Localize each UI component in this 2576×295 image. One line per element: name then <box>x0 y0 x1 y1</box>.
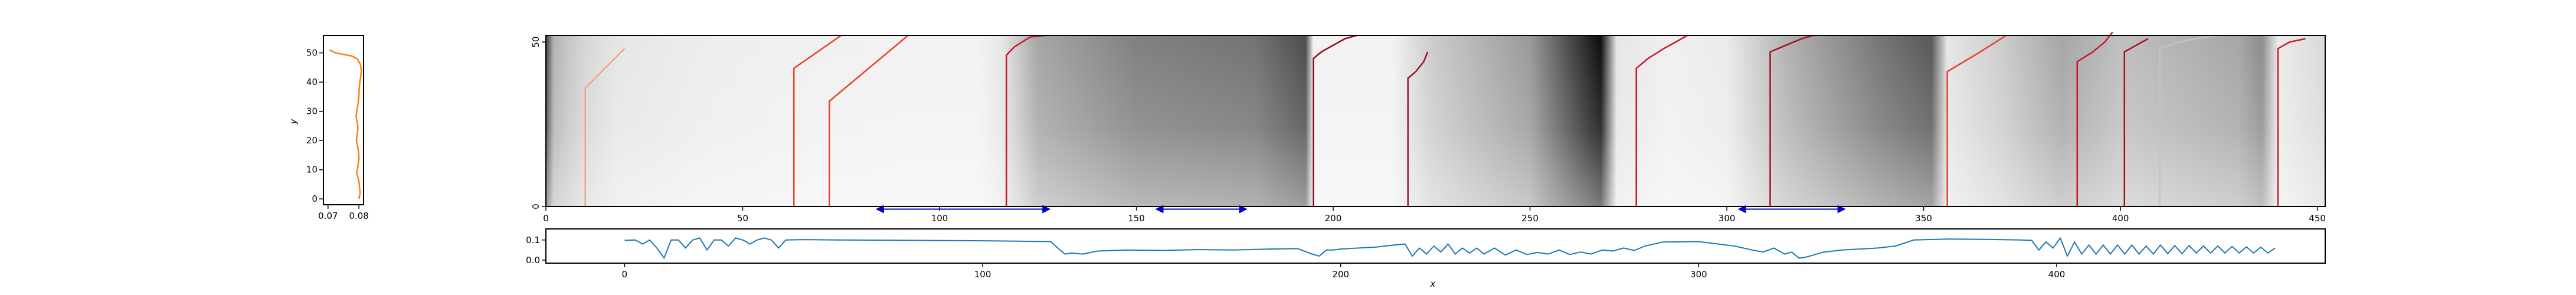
left-ytick-label: 0 <box>312 194 318 204</box>
heatmap-overlay-line <box>829 35 909 206</box>
left-profile-axes: 0 10 20 30 40 50 0.07 0.08 y <box>288 35 369 221</box>
heatmap-overlay-line <box>1635 34 1688 206</box>
main-heatmap-frame <box>545 35 2326 207</box>
heatmap-xtick-label: 150 <box>1128 213 1145 224</box>
left-profile-ylabel: y <box>288 118 299 124</box>
heatmap-overlay-line <box>1769 34 1814 206</box>
bottom-xtick-label: 400 <box>2048 269 2066 280</box>
left-profile-line <box>329 49 362 199</box>
heatmap-overlay-line <box>1312 34 1357 206</box>
heatmap-ytick-label: 0 <box>531 204 541 209</box>
bottom-signal-line <box>624 237 2276 259</box>
bottom-signal-axes: 0 100 200 300 400 0.0 0.1 x <box>526 228 2326 289</box>
heatmap-xtick-label: 250 <box>1521 213 1539 224</box>
main-heatmap-axes: 0 50 100 150 200 250 300 350 400 450 0 50 <box>531 31 2326 224</box>
left-profile-series <box>329 49 362 199</box>
bottom-xtick-label: 200 <box>1332 269 1349 280</box>
left-xtick-label: 0.08 <box>349 211 368 221</box>
left-profile-frame <box>323 35 364 205</box>
heatmap-xtick-label: 100 <box>931 213 948 224</box>
bottom-signal-frame <box>545 228 2326 264</box>
main-heatmap-ticks: 0 50 100 150 200 250 300 350 400 450 0 50 <box>531 37 2326 224</box>
heatmap-overlay-line <box>2277 38 2306 206</box>
bottom-signal-ticks: 0 100 200 300 400 0.0 0.1 <box>526 235 2065 280</box>
heatmap-vertical-fade <box>546 35 2325 206</box>
heatmap-overlay-line <box>584 48 626 206</box>
left-ytick-label: 40 <box>306 77 318 87</box>
left-profile-ticks: 0 10 20 30 40 50 0.07 0.08 <box>306 48 369 221</box>
heatmap-overlay-lines <box>584 31 2306 206</box>
bottom-signal-xlabel: x <box>1430 278 1436 289</box>
bottom-ytick-label: 0.1 <box>526 235 540 245</box>
heatmap-ytick-label: 50 <box>531 37 541 48</box>
bottom-xtick-label: 0 <box>622 269 628 280</box>
heatmap-overlay-line <box>2123 38 2149 206</box>
heatmap-overlay-line <box>1407 51 1429 206</box>
heatmap-overlay-line <box>793 34 842 206</box>
heatmap-xtick-label: 300 <box>1719 213 1736 224</box>
left-ytick-label: 10 <box>306 165 318 175</box>
heatmap-xtick-label: 0 <box>543 213 549 224</box>
bottom-ytick-label: 0.0 <box>526 255 540 266</box>
heatmap-xtick-label: 450 <box>2309 213 2326 224</box>
heatmap-xtick-label: 350 <box>1915 213 1932 224</box>
bottom-xtick-label: 100 <box>974 269 991 280</box>
heatmap-overlay-line <box>1946 34 2007 206</box>
bottom-signal-series <box>624 237 2276 259</box>
left-xtick-label: 0.07 <box>318 211 338 221</box>
heatmap-xtick-label: 50 <box>737 213 748 224</box>
heatmap-overlay-line <box>1006 34 1046 206</box>
heatmap-xtick-label: 400 <box>2112 213 2129 224</box>
left-ytick-label: 30 <box>306 106 318 117</box>
heatmap-overlay-line <box>2076 31 2113 206</box>
bottom-xtick-label: 300 <box>1690 269 1707 280</box>
heatmap-xtick-label: 200 <box>1325 213 1342 224</box>
left-ytick-label: 50 <box>306 48 318 58</box>
left-ytick-label: 20 <box>306 135 318 146</box>
heatmap-overlay-line <box>2159 34 2220 206</box>
